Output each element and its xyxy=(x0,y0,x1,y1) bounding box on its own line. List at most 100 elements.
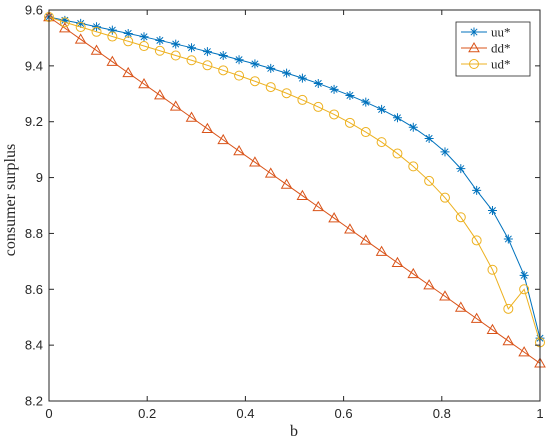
data-point xyxy=(313,78,323,88)
x-tick-label: 0.8 xyxy=(433,406,451,421)
data-point xyxy=(154,45,165,56)
data-point xyxy=(471,235,482,246)
data-point xyxy=(249,76,260,87)
x-tick-label: 0.6 xyxy=(335,406,353,421)
data-point xyxy=(392,113,402,123)
data-point xyxy=(233,145,245,156)
data-point xyxy=(391,256,404,268)
data-point xyxy=(392,148,403,159)
data-point xyxy=(249,156,261,167)
data-point xyxy=(470,312,483,323)
data-point xyxy=(454,301,467,312)
data-point xyxy=(313,101,324,112)
data-point xyxy=(74,33,87,44)
data-point xyxy=(472,185,482,195)
data-point xyxy=(503,234,513,244)
data-point xyxy=(170,50,181,61)
data-point xyxy=(297,73,307,83)
data-point xyxy=(154,89,166,100)
y-tick-label: 9.6 xyxy=(25,3,43,18)
data-point xyxy=(345,90,355,100)
data-point xyxy=(407,267,420,279)
series-ud xyxy=(44,11,545,348)
data-point xyxy=(423,279,435,290)
data-point xyxy=(218,51,228,61)
y-tick-label: 9.2 xyxy=(25,114,43,129)
data-point xyxy=(265,82,276,93)
legend-marker xyxy=(468,41,480,53)
data-point xyxy=(90,44,103,55)
data-point xyxy=(155,35,165,45)
data-point xyxy=(76,18,86,28)
legend-marker xyxy=(469,27,479,37)
data-point xyxy=(518,346,531,357)
data-point xyxy=(408,122,418,132)
x-tick-label: 0 xyxy=(45,406,52,421)
data-point xyxy=(58,22,71,33)
y-axis-label: consumer surplus xyxy=(2,144,19,256)
data-point xyxy=(329,84,339,94)
data-point xyxy=(503,303,514,314)
data-point xyxy=(456,164,466,174)
data-point xyxy=(344,223,356,234)
data-point xyxy=(123,36,134,47)
data-point xyxy=(264,167,277,178)
data-point xyxy=(139,41,150,52)
series-dd xyxy=(43,10,546,368)
data-point xyxy=(486,323,499,335)
data-point xyxy=(234,55,244,65)
data-point xyxy=(329,109,340,120)
data-point xyxy=(297,94,308,105)
data-point xyxy=(502,334,515,346)
y-tick-label: 8.4 xyxy=(25,338,43,353)
plot-marks xyxy=(43,10,546,368)
data-point xyxy=(376,137,387,148)
legend-label: dd* xyxy=(491,41,511,56)
data-point xyxy=(344,117,355,128)
data-point xyxy=(455,212,466,223)
data-point xyxy=(439,192,450,203)
data-point xyxy=(439,290,451,301)
data-point xyxy=(312,200,325,212)
data-point xyxy=(139,32,149,42)
data-point xyxy=(202,47,212,57)
data-point xyxy=(280,178,293,189)
data-point xyxy=(519,284,530,295)
data-point xyxy=(281,88,292,99)
y-tick-label: 8.6 xyxy=(25,282,43,297)
data-point xyxy=(107,25,117,35)
data-point xyxy=(234,70,245,81)
data-point xyxy=(250,59,260,69)
data-point xyxy=(186,55,197,66)
data-point xyxy=(75,22,86,33)
legend-marker xyxy=(469,59,479,69)
data-point xyxy=(359,234,372,245)
legend-box xyxy=(455,21,531,77)
series-line xyxy=(48,16,541,364)
data-point xyxy=(519,270,529,280)
data-point xyxy=(424,175,435,186)
data-point xyxy=(408,161,419,172)
x-axis-label: b xyxy=(290,423,298,440)
legend-entry: uu* xyxy=(461,25,511,40)
data-point xyxy=(375,245,388,256)
data-point xyxy=(202,60,213,71)
y-tick-label: 9.4 xyxy=(25,58,43,73)
data-point xyxy=(217,133,230,145)
x-tick-label: 0.4 xyxy=(236,406,254,421)
data-point xyxy=(360,127,371,138)
y-tick-label: 8.8 xyxy=(25,226,43,241)
legend: uu*dd*ud* xyxy=(455,21,531,77)
data-point xyxy=(440,147,450,157)
legend-entry: dd* xyxy=(461,41,511,56)
data-point xyxy=(169,100,182,111)
data-point xyxy=(91,26,102,37)
data-point xyxy=(187,43,197,53)
data-point xyxy=(377,104,387,114)
data-point xyxy=(106,55,119,66)
plot-frame xyxy=(48,9,541,402)
data-point xyxy=(123,28,133,38)
data-point xyxy=(218,65,229,76)
data-point xyxy=(185,111,198,122)
